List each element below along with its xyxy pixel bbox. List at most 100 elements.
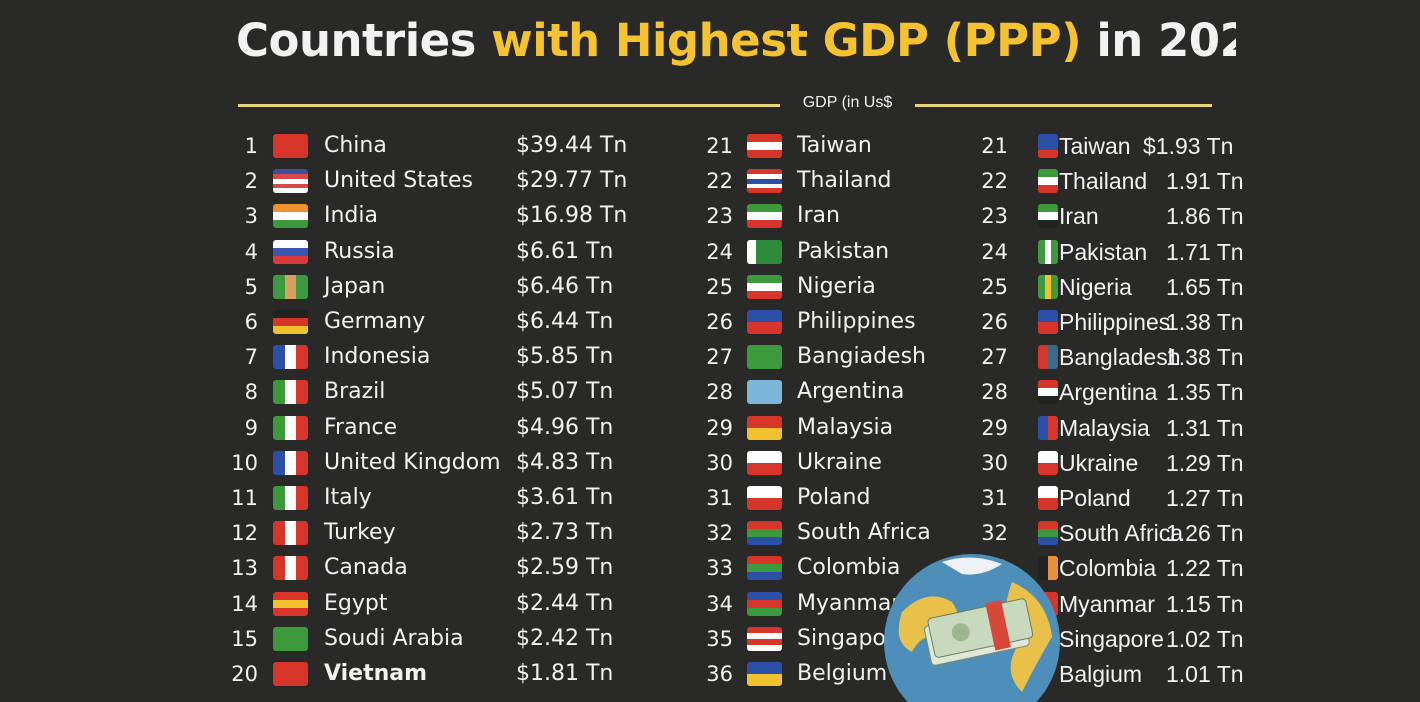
table-row: 27 Bangladesh 1.38 Tn bbox=[0, 342, 1420, 372]
rank: 5 bbox=[244, 274, 258, 299]
table-row: 25 Nigeria bbox=[0, 272, 1420, 302]
rank: 8 bbox=[244, 380, 258, 405]
flag-stripe bbox=[296, 380, 308, 405]
table-row: 22 Thailand 1.91 Tn bbox=[0, 166, 1420, 196]
country-name: Italy bbox=[324, 485, 372, 510]
flag-stripe bbox=[273, 556, 285, 581]
flag-stripe bbox=[273, 169, 308, 174]
flag-stripe bbox=[296, 486, 308, 510]
table-row: 6 Germany $6.44 Tn bbox=[0, 307, 1420, 337]
flag-stripe bbox=[747, 290, 782, 299]
gdp-value: $3.61 Tn bbox=[516, 485, 614, 510]
flag-stripe bbox=[747, 380, 782, 405]
flag-stripe bbox=[747, 529, 782, 538]
flag-stripe bbox=[273, 521, 285, 546]
table-row: 31 Poland bbox=[0, 483, 1420, 513]
flag-stripe bbox=[273, 345, 285, 370]
table-row: 1 China $39.44 Tn bbox=[0, 131, 1420, 161]
gdp-value: $6.61 Tn bbox=[516, 238, 614, 264]
gdp-value: $5.07 Tn bbox=[516, 379, 614, 405]
flag-stripe bbox=[296, 450, 308, 475]
flag-stripe bbox=[273, 591, 308, 600]
table-row: 5 Japan $6.46 Tn bbox=[0, 272, 1420, 302]
gdp-value: $16.98 Tn bbox=[516, 203, 628, 229]
table-row: 21 Taiwan $1.93 Tn bbox=[0, 131, 1420, 161]
flag-stripe bbox=[273, 178, 308, 184]
flag-stripe bbox=[273, 415, 285, 440]
flag-stripe bbox=[1038, 388, 1058, 397]
flag-stripe bbox=[755, 239, 765, 264]
rank: 15 bbox=[231, 626, 258, 651]
flag-icon bbox=[1038, 204, 1058, 229]
flag-stripe bbox=[747, 282, 782, 291]
flag-stripe bbox=[273, 255, 308, 264]
rank: 25 bbox=[706, 274, 733, 299]
rank: 7 bbox=[244, 345, 258, 370]
flag-stripe bbox=[747, 345, 782, 370]
gdp-value: $2.59 Tn bbox=[516, 555, 614, 581]
flag-stripe bbox=[273, 380, 285, 405]
flag-icon bbox=[273, 556, 308, 581]
flag-stripe bbox=[1038, 380, 1058, 389]
flag-stripe bbox=[747, 626, 782, 633]
gdp-value: 1.01 Tn bbox=[1166, 661, 1244, 687]
country-name: Thailand bbox=[797, 168, 892, 194]
flag-icon bbox=[273, 521, 308, 546]
table-row: 36 Belgium bbox=[0, 659, 1420, 689]
flag-icon bbox=[1038, 486, 1058, 510]
flag-stripe bbox=[1038, 486, 1058, 498]
flag-stripe bbox=[747, 204, 782, 213]
flag-icon bbox=[1038, 239, 1058, 264]
table-row: 27 Bangiadesh bbox=[0, 342, 1420, 372]
rank: 11 bbox=[231, 486, 258, 510]
page-title: Countries with Highest GDP (PPP) in 2025 bbox=[236, 14, 1236, 67]
flag-stripe bbox=[747, 572, 782, 581]
country-name: Pakistan bbox=[1059, 238, 1148, 265]
table-row: 23 Iran bbox=[0, 201, 1420, 231]
subtitle: GDP (in Us$ bbox=[802, 94, 893, 111]
flag-stripe bbox=[273, 183, 308, 189]
flag-stripe bbox=[747, 274, 782, 283]
country-name: Taiwan bbox=[797, 133, 872, 158]
flag-stripe bbox=[273, 204, 308, 213]
rank: 23 bbox=[981, 204, 1008, 229]
flag-stripe bbox=[273, 247, 308, 256]
rank: 22 bbox=[981, 169, 1008, 194]
flag-icon bbox=[273, 204, 308, 229]
flag-stripe bbox=[1038, 150, 1058, 158]
flag-icon bbox=[273, 310, 308, 334]
gdp-value: 1.22 Tn bbox=[1166, 555, 1244, 582]
flag-stripe bbox=[1048, 415, 1058, 440]
table-row: 31 Poland 1.27 Tn bbox=[0, 483, 1420, 513]
gdp-value: 1.15 Tn bbox=[1166, 590, 1244, 617]
table-row: 15 Soudi Arabia $2.42 Tn bbox=[0, 624, 1420, 654]
table-row: 29 Malaysia bbox=[0, 413, 1420, 443]
gdp-value: 1.31 Tn bbox=[1166, 414, 1244, 441]
flag-stripe bbox=[747, 134, 782, 142]
flag-stripe bbox=[1044, 239, 1052, 264]
flag-icon bbox=[747, 310, 782, 334]
country-name: Ukraine bbox=[1059, 449, 1139, 476]
flag-stripe bbox=[273, 274, 285, 299]
gdp-value: $39.44 Tn bbox=[516, 133, 628, 158]
table-row: 26 Philippines bbox=[0, 307, 1420, 337]
title-highlight: with Highest GDP (PPP) bbox=[491, 14, 1082, 67]
flag-stripe bbox=[273, 607, 308, 616]
country-name: Russia bbox=[324, 238, 395, 264]
table-row: 29 Malaysia 1.31 Tn bbox=[0, 413, 1420, 443]
table-row: 7 Indonesia $5.85 Tn bbox=[0, 342, 1420, 372]
gdp-value: $1.93 Tn bbox=[1143, 133, 1234, 159]
flag-icon bbox=[747, 204, 782, 229]
table-row: 8 Brazil $5.07 Tn bbox=[0, 377, 1420, 407]
table-row: 32 South Africa 1.26 Tn bbox=[0, 518, 1420, 548]
country-name: Philippines bbox=[1059, 309, 1171, 335]
country-name: Balgium bbox=[1059, 661, 1143, 687]
flag-stripe bbox=[747, 599, 782, 608]
country-name: United Kingdom bbox=[324, 449, 501, 475]
flag-stripe bbox=[1038, 529, 1058, 538]
flag-stripe bbox=[273, 188, 308, 194]
flag-icon bbox=[747, 556, 782, 581]
rank: 24 bbox=[981, 239, 1008, 264]
flag-stripe bbox=[296, 415, 308, 440]
